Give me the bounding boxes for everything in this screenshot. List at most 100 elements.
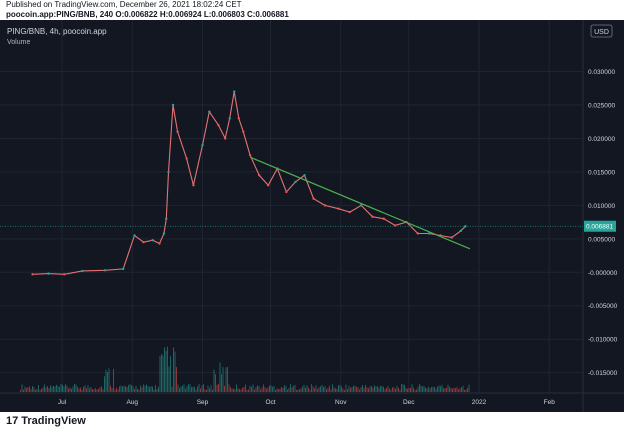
y-tick-label: 0.015000 xyxy=(588,169,615,176)
volume-bar xyxy=(270,385,272,392)
currency-box[interactable] xyxy=(590,24,613,38)
published-header: Published on TradingView.com, December 2… xyxy=(0,0,624,20)
price-point xyxy=(242,130,245,133)
tradingview-logo-icon: 17 xyxy=(6,415,19,427)
volume-bar xyxy=(83,386,84,392)
volume-bar xyxy=(197,386,198,392)
volume-bar xyxy=(188,384,189,392)
volume-bar xyxy=(432,386,434,392)
symbol-label: PING/BNB, 4h, poocoin.app xyxy=(7,27,107,36)
price-point xyxy=(176,130,179,133)
volume-bar xyxy=(434,386,435,392)
volume-bar xyxy=(98,388,99,392)
price-point xyxy=(416,232,420,235)
volume-bar xyxy=(27,387,29,392)
volume-bar xyxy=(161,354,162,392)
volume-bar xyxy=(102,389,104,392)
published-text: Published on TradingView.com, December 2… xyxy=(6,0,242,9)
volume-bar xyxy=(428,386,429,392)
volume-bar xyxy=(450,387,452,392)
volume-bar xyxy=(311,384,312,392)
volume-bar xyxy=(65,384,66,392)
volume-bar xyxy=(284,385,285,392)
volume-bar xyxy=(408,388,410,392)
volume-bar xyxy=(296,389,297,392)
price-point xyxy=(151,238,154,242)
volume-bar xyxy=(272,386,273,392)
volume-bar xyxy=(207,385,209,392)
volume-bar xyxy=(314,388,315,392)
volume-bar xyxy=(252,384,254,392)
volume-bar xyxy=(321,385,323,392)
volume-bar xyxy=(441,384,443,392)
price-point xyxy=(192,184,195,187)
volume-bar xyxy=(288,387,290,392)
volume-bar xyxy=(119,386,120,392)
price-point xyxy=(228,117,231,120)
last-price-tag xyxy=(584,220,616,232)
volume-bar xyxy=(101,386,102,392)
volume-bar xyxy=(243,387,245,392)
volume-bar xyxy=(362,384,363,392)
volume-bar xyxy=(87,385,89,392)
x-tick-label: 2022 xyxy=(472,399,487,406)
volume-bar xyxy=(278,389,279,392)
volume-bar xyxy=(389,388,390,392)
volume-bar xyxy=(107,372,108,392)
brand-name: TradingView xyxy=(21,415,86,427)
y-tick-label: -0.000000 xyxy=(588,270,618,277)
volume-bar xyxy=(326,389,327,392)
volume-bar xyxy=(110,385,111,392)
volume-bar xyxy=(453,387,455,392)
volume-bar xyxy=(75,384,77,392)
volume-label: Volume xyxy=(7,39,30,46)
price-point xyxy=(248,153,252,157)
volume-bar xyxy=(156,389,158,392)
price-point xyxy=(285,190,288,194)
volume-bar xyxy=(105,369,107,392)
volume-bar xyxy=(251,386,252,392)
volume-bar xyxy=(66,385,68,392)
volume-bar xyxy=(327,387,329,392)
volume-bar xyxy=(204,389,206,392)
volume-bar xyxy=(50,385,51,392)
volume-bar xyxy=(458,389,459,392)
tradingview-brand[interactable]: 17 TradingView xyxy=(6,415,86,427)
volume-bar xyxy=(341,386,342,392)
volume-bar xyxy=(447,384,449,392)
volume-bar xyxy=(263,384,264,392)
volume-bar xyxy=(44,384,45,392)
volume-bar xyxy=(89,388,90,392)
volume-bar xyxy=(221,374,222,392)
price-point xyxy=(223,137,227,140)
volume-bar xyxy=(317,389,318,392)
volume-bar xyxy=(86,388,87,392)
volume-bar xyxy=(114,389,116,392)
volume-bar xyxy=(461,387,462,392)
price-chart[interactable]: 0.030000 0.025000 0.020000 0.015000 0.010000… xyxy=(0,20,624,412)
price-point xyxy=(382,217,386,220)
y-tick-label: -0.005000 xyxy=(588,303,618,310)
price-point xyxy=(165,217,168,220)
volume-bar xyxy=(302,386,303,392)
volume-bar xyxy=(209,388,210,392)
volume-bar xyxy=(78,388,80,392)
volume-bar xyxy=(21,384,23,392)
volume-bar xyxy=(180,386,182,392)
volume-bar xyxy=(329,385,330,392)
volume-bar xyxy=(96,389,98,392)
volume-bar xyxy=(290,384,291,392)
volume-bar xyxy=(396,385,398,392)
volume-bar xyxy=(404,384,405,392)
volume-bar xyxy=(444,388,446,392)
volume-bar xyxy=(60,384,62,392)
volume-bar xyxy=(56,384,57,392)
volume-bar xyxy=(176,367,177,392)
volume-bar xyxy=(215,374,216,392)
axes: 0.030000 0.025000 0.020000 0.015000 0.010000… xyxy=(0,20,624,412)
volume-bar xyxy=(116,387,117,392)
price-series xyxy=(31,90,467,276)
volume-bar xyxy=(291,387,293,392)
last-price-label: 0.006881 xyxy=(586,224,613,231)
volume-bar xyxy=(392,387,393,392)
